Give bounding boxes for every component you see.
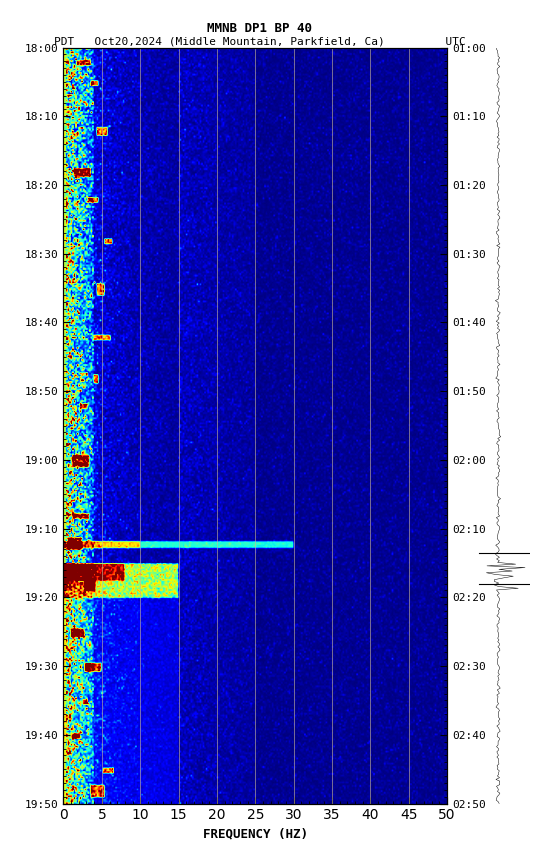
Text: PDT   Oct20,2024 (Middle Mountain, Parkfield, Ca)         UTC: PDT Oct20,2024 (Middle Mountain, Parkfie… xyxy=(54,36,465,47)
Text: MMNB DP1 BP 40: MMNB DP1 BP 40 xyxy=(207,22,312,35)
X-axis label: FREQUENCY (HZ): FREQUENCY (HZ) xyxy=(203,828,308,841)
